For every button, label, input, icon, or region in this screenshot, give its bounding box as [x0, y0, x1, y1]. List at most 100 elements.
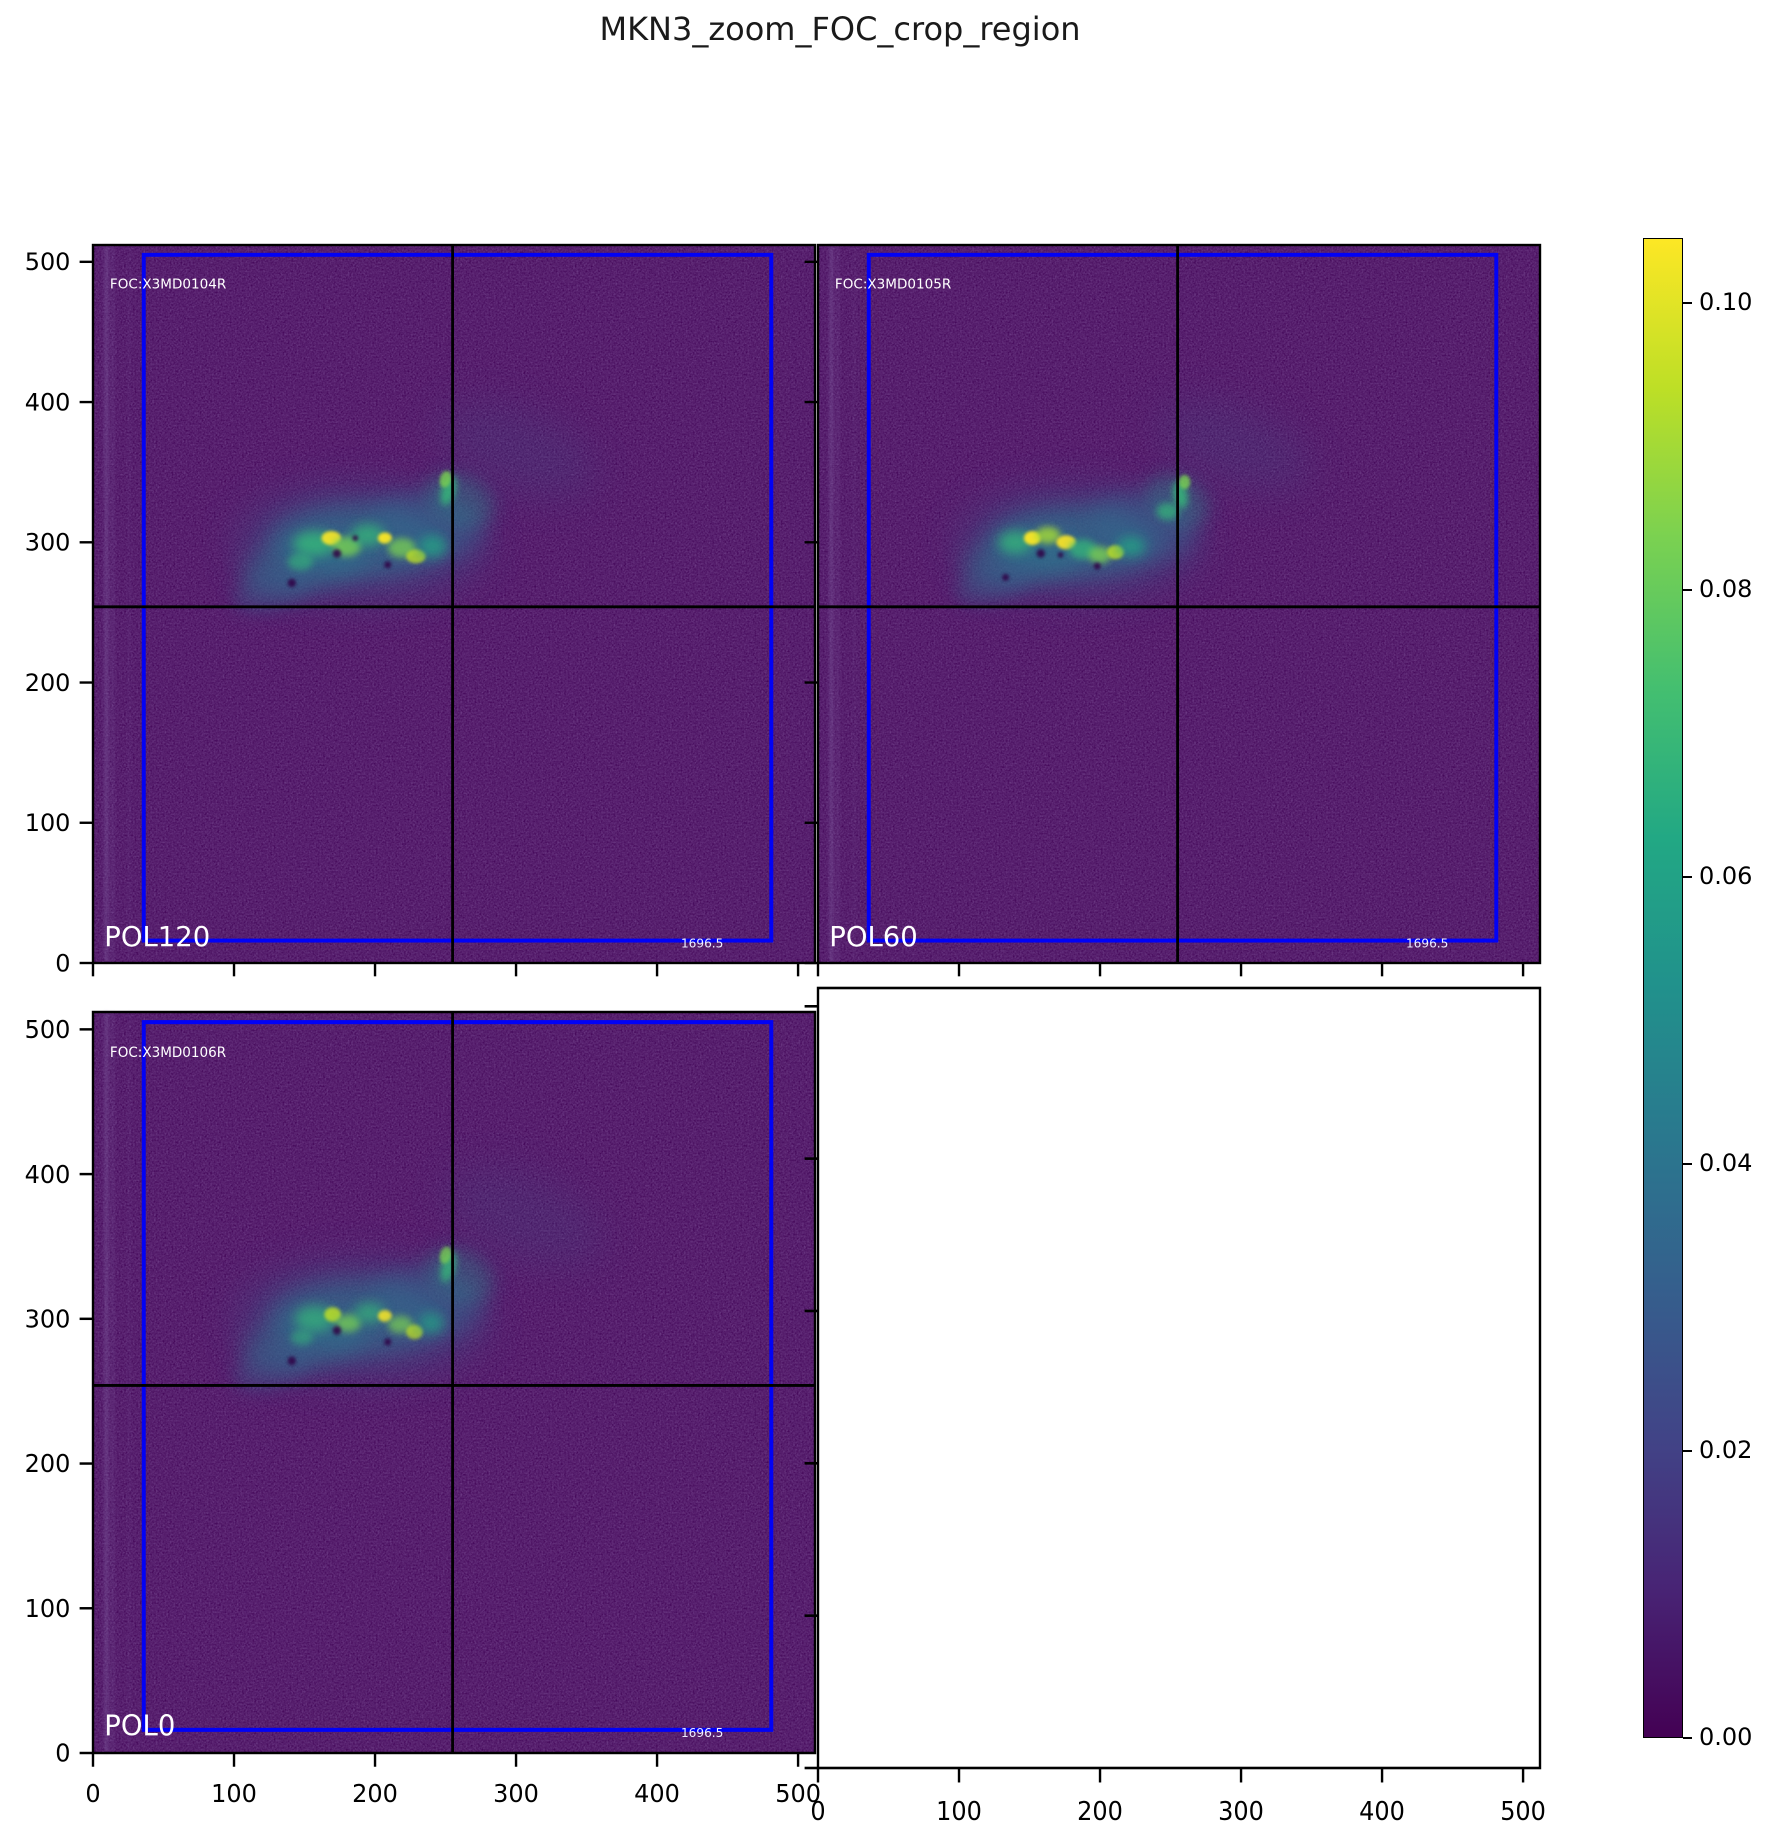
- emission-blob: [1088, 546, 1112, 564]
- detector-stripe: [128, 245, 131, 963]
- emission-blob: [439, 1246, 452, 1264]
- x-tick-label: 100: [211, 1779, 257, 1808]
- foc-id-label: FOC:X3MD0104R: [110, 277, 226, 293]
- colorbar-tick-label: 0.04: [1699, 1148, 1753, 1177]
- panel-empty: 0 100 200 300 400 500: [804, 986, 1546, 1826]
- corner-value-label: 1696.5: [1406, 937, 1448, 951]
- colorbar-tick-label: 0.06: [1699, 861, 1753, 890]
- colorbar-tick-label: 0.08: [1699, 574, 1753, 603]
- colorbar-tick-mark: [1683, 1162, 1692, 1165]
- y-tick-label: 0: [55, 949, 70, 977]
- colorbar-tick-mark: [1683, 1449, 1692, 1452]
- detector-stripe: [111, 1012, 115, 1753]
- emission-blob: [418, 535, 447, 558]
- emission-blob: [1035, 526, 1061, 544]
- emission-blob: [377, 532, 392, 544]
- dark-spot: [287, 578, 297, 588]
- axes-frame: [91, 1010, 817, 1755]
- y-tick-label: 200: [25, 1449, 71, 1478]
- dark-spot: [384, 1338, 392, 1346]
- emission-blob: [439, 470, 452, 488]
- dark-spot: [384, 561, 392, 569]
- emission-blob: [232, 567, 315, 613]
- emission-blob: [998, 531, 1033, 554]
- panel-canvas-pol0: FOC:X3MD0106R POL0 1696.5 0 100 200 300 400 500 0…: [25, 1010, 821, 1808]
- detector-stripe: [128, 1012, 131, 1753]
- y-tick-label: 500: [25, 248, 71, 276]
- y-tick-label: 400: [25, 1159, 71, 1188]
- x-tick-label: 400: [634, 1779, 680, 1808]
- axes-frame: [816, 243, 1542, 965]
- dark-spot: [1036, 549, 1046, 558]
- dark-spot: [352, 535, 359, 541]
- emission-blob: [1155, 400, 1313, 494]
- corner-value-label: 1696.5: [681, 937, 723, 951]
- detector-stripe: [829, 245, 834, 963]
- emission-blob: [435, 402, 597, 501]
- dark-spot: [1057, 552, 1064, 558]
- detector-stripe: [853, 245, 856, 963]
- emission-blob: [294, 1305, 335, 1332]
- foc-id-label: FOC:X3MD0106R: [110, 1045, 227, 1061]
- figure-title: MKN3_zoom_FOC_crop_region: [599, 10, 1081, 48]
- crop-region-box: [141, 1020, 774, 1732]
- detector-stripe: [111, 245, 115, 963]
- empty-panel-background: [818, 988, 1540, 1768]
- colorbar-tick-mark: [1683, 875, 1692, 878]
- detector-stripe: [836, 245, 840, 963]
- emission-blob: [335, 1314, 361, 1332]
- dark-spot: [332, 549, 342, 558]
- x-tick-label: 200: [1077, 1796, 1123, 1826]
- dark-spot: [1093, 562, 1101, 570]
- emission-blob: [406, 549, 426, 564]
- panel-pol60: FOC:X3MD0105R POL60 1696.5: [804, 243, 1542, 977]
- detector-stripe: [104, 245, 109, 963]
- emission-blob: [287, 553, 313, 571]
- x-tick-label: 300: [1218, 1796, 1264, 1826]
- y-tick-label: 300: [25, 1304, 71, 1333]
- panel-canvas-pol120: FOC:X3MD0104R POL120 1696.5 0 100 200 300 400 50…: [25, 243, 817, 977]
- x-tick-label: 300: [493, 1779, 539, 1808]
- emission-blob: [406, 1324, 423, 1340]
- y-tick-label: 100: [25, 809, 71, 837]
- emission-blob: [442, 1167, 604, 1268]
- emission-blob: [232, 1344, 315, 1392]
- colorbar-gradient: [1643, 238, 1683, 1738]
- y-tick-label: 300: [25, 529, 71, 557]
- panel-canvas-empty: 0 100 200 300 400 500: [804, 986, 1546, 1826]
- detector-stripe: [104, 1012, 109, 1753]
- colorbar-tick-mark: [1683, 301, 1692, 304]
- x-tick-label: 500: [1500, 1796, 1546, 1826]
- emission-blob: [1156, 503, 1179, 520]
- emission-blob: [387, 1315, 414, 1334]
- colorbar-tick-label: 0.02: [1699, 1435, 1753, 1464]
- emission-blob: [351, 524, 385, 547]
- dark-spot: [287, 1356, 297, 1366]
- emission-blob: [1116, 536, 1146, 557]
- corner-value-label: 1696.5: [681, 1726, 723, 1740]
- colorbar-tick-label: 0.10: [1699, 287, 1753, 316]
- emission-blob: [353, 1302, 385, 1324]
- x-tick-label: 0: [810, 1796, 825, 1826]
- y-tick-label: 100: [25, 1594, 71, 1623]
- emission-blob: [954, 563, 1032, 605]
- crop-region-box: [141, 252, 774, 943]
- foc-id-label: FOC:X3MD0105R: [835, 277, 951, 293]
- colorbar-tick-mark: [1683, 588, 1692, 591]
- pol-angle-label: POL120: [104, 922, 210, 953]
- panel-pol0: FOC:X3MD0106R POL0 1696.5 0 100 200 300 400 500 0…: [25, 1010, 821, 1808]
- colorbar-tick-label: 0.00: [1699, 1723, 1753, 1751]
- colorbar: 0.00 0.02 0.04 0.06 0.08 0.10: [1643, 238, 1752, 1751]
- dark-spot: [332, 1326, 342, 1335]
- crop-region-box: [866, 252, 1499, 943]
- x-tick-label: 200: [352, 1779, 398, 1808]
- y-tick-label: 200: [25, 669, 71, 697]
- pol-angle-label: POL60: [829, 922, 917, 953]
- emission-blob: [418, 1313, 445, 1334]
- dark-spot: [1002, 573, 1010, 581]
- axes-frame: [816, 986, 1542, 1770]
- emission-blob: [324, 1307, 342, 1322]
- axes-frame: [91, 243, 817, 965]
- emission-blob: [377, 1310, 392, 1322]
